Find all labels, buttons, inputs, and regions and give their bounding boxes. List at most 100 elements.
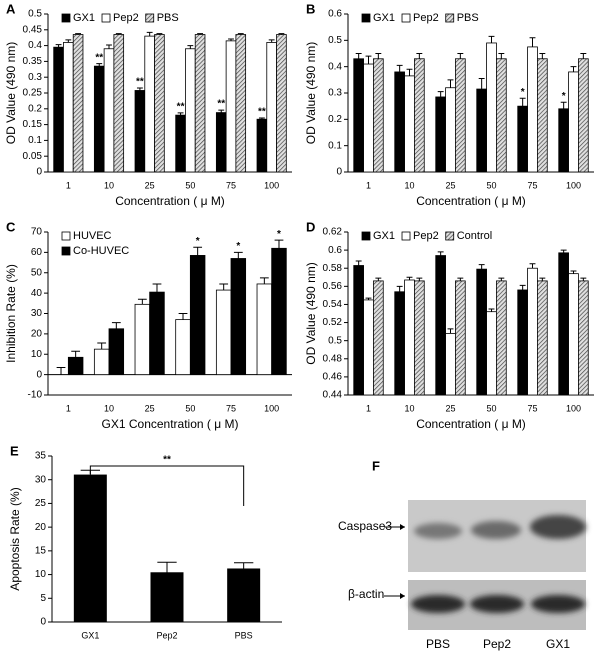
x-tick-label: 100 bbox=[566, 180, 581, 190]
bar bbox=[113, 34, 125, 173]
bar bbox=[558, 108, 569, 173]
error-bar bbox=[539, 277, 546, 281]
bar bbox=[227, 568, 261, 623]
bar bbox=[93, 65, 105, 173]
error-bar bbox=[396, 64, 403, 72]
error-bar bbox=[56, 366, 66, 375]
x-axis-label: Concentration ( μ M) bbox=[115, 194, 225, 208]
lane-label: PBS bbox=[426, 637, 450, 651]
bar bbox=[225, 40, 237, 173]
bar bbox=[578, 280, 589, 396]
error-bar bbox=[457, 277, 464, 281]
bar bbox=[108, 328, 125, 376]
bar bbox=[435, 255, 446, 396]
annotation: ** bbox=[177, 102, 185, 113]
bar bbox=[194, 34, 206, 173]
bar bbox=[404, 75, 415, 173]
error-bar bbox=[75, 33, 82, 35]
annotation: * bbox=[521, 87, 525, 98]
x-tick-label: 100 bbox=[264, 403, 279, 413]
y-tick-label: 0.4 bbox=[328, 61, 342, 72]
error-bar bbox=[96, 63, 103, 67]
bar bbox=[103, 48, 115, 173]
error-bar bbox=[234, 562, 254, 569]
error-bar bbox=[416, 277, 423, 281]
bar bbox=[271, 247, 287, 376]
x-tick-label: 100 bbox=[566, 403, 581, 413]
bar bbox=[256, 283, 273, 376]
bar bbox=[486, 311, 497, 396]
y-tick-label: 0.1 bbox=[28, 135, 42, 146]
y-tick-label: 70 bbox=[31, 227, 43, 238]
x-tick-label: 1 bbox=[66, 180, 71, 190]
error-bar bbox=[136, 87, 143, 91]
y-tick-label: 15 bbox=[35, 545, 47, 556]
error-bar bbox=[187, 45, 194, 49]
bar bbox=[404, 279, 415, 396]
bar bbox=[154, 34, 165, 173]
bar bbox=[568, 273, 579, 396]
y-tick-label: 10 bbox=[31, 349, 43, 360]
error-bar bbox=[365, 297, 372, 300]
blot-row-label: β-actin bbox=[348, 587, 384, 601]
y-tick-label: 30 bbox=[35, 474, 47, 485]
y-tick-label: 0 bbox=[36, 167, 42, 178]
y-tick-label: 0.35 bbox=[23, 56, 43, 67]
lane-label: Pep2 bbox=[483, 637, 511, 651]
annotation: ** bbox=[258, 107, 266, 118]
y-axis-label: OD Value (490 nm) bbox=[304, 262, 318, 365]
y-tick-label: 35 bbox=[35, 451, 47, 462]
y-tick-label: 0.62 bbox=[323, 227, 343, 238]
bar bbox=[363, 63, 374, 173]
legend-label: Pep2 bbox=[113, 12, 139, 24]
error-bar bbox=[488, 308, 495, 312]
bar bbox=[394, 71, 405, 173]
y-tick-label: 30 bbox=[31, 308, 43, 319]
error-bar bbox=[406, 68, 413, 76]
error-bar bbox=[560, 249, 567, 253]
y-tick-label: 0.6 bbox=[328, 9, 342, 20]
bar bbox=[496, 280, 507, 396]
error-bar bbox=[375, 277, 382, 281]
arrow-head bbox=[400, 593, 405, 599]
error-bar bbox=[580, 277, 587, 281]
error-bar bbox=[237, 33, 244, 35]
y-tick-label: 25 bbox=[35, 498, 47, 509]
error-bar bbox=[106, 44, 112, 49]
legend-label: Co-HUVEC bbox=[73, 245, 129, 257]
legend-label: PBS bbox=[457, 12, 479, 24]
x-tick-label: 75 bbox=[226, 180, 236, 190]
bar bbox=[175, 319, 191, 376]
y-tick-label: 50 bbox=[31, 267, 43, 278]
error-bar bbox=[278, 33, 285, 35]
error-bar bbox=[146, 31, 153, 37]
y-tick-label: 0.05 bbox=[23, 151, 43, 162]
x-tick-label: GX1 bbox=[81, 630, 99, 640]
bar bbox=[73, 474, 107, 623]
x-tick-label: 75 bbox=[226, 403, 236, 413]
bar bbox=[93, 348, 110, 376]
bar bbox=[527, 267, 538, 396]
bar bbox=[455, 58, 466, 173]
error-bar bbox=[268, 39, 275, 43]
y-axis-label: Apoptosis Rate (%) bbox=[8, 487, 22, 590]
bar bbox=[230, 258, 247, 376]
bar bbox=[134, 303, 151, 376]
annotation: ** bbox=[217, 99, 225, 110]
x-tick-label: 10 bbox=[404, 180, 414, 190]
x-tick-label: 25 bbox=[445, 403, 455, 413]
bar bbox=[445, 333, 456, 396]
error-bar bbox=[219, 283, 229, 291]
bands bbox=[411, 515, 586, 613]
error-bar bbox=[177, 112, 184, 116]
x-tick-label: 50 bbox=[185, 180, 195, 190]
bar bbox=[353, 265, 364, 396]
bar bbox=[63, 42, 74, 173]
lane-label: GX1 bbox=[546, 637, 570, 651]
error-bar bbox=[365, 55, 372, 65]
bar bbox=[215, 289, 232, 376]
legend-label: Control bbox=[457, 230, 492, 242]
bar bbox=[363, 299, 374, 396]
